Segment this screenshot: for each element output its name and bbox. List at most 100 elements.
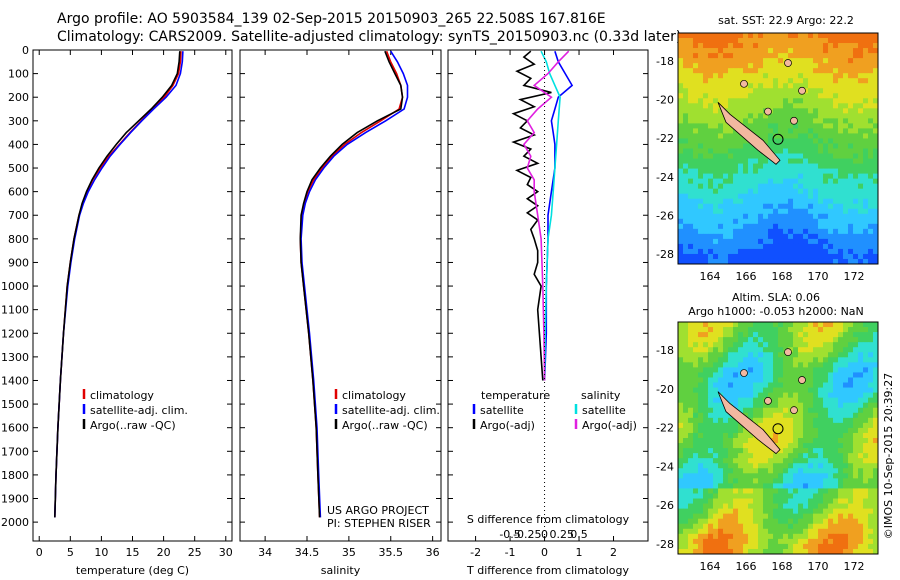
map-cell	[683, 93, 689, 99]
map-cell	[863, 123, 869, 129]
map-cell	[693, 387, 699, 394]
map-cell	[813, 93, 819, 99]
map-cell	[808, 468, 814, 474]
map-cell	[838, 193, 844, 200]
map-cell	[688, 53, 694, 59]
map-cell	[703, 93, 709, 99]
y-tick-label: 400	[8, 138, 29, 151]
map-cell	[803, 322, 809, 328]
map-cell	[788, 463, 794, 469]
map-cell	[708, 73, 714, 79]
map-cell	[728, 518, 734, 525]
map-cell	[693, 203, 699, 210]
map-cell	[853, 488, 859, 494]
map-cell	[678, 98, 684, 104]
map-cell	[843, 108, 849, 114]
map-cell	[723, 463, 729, 469]
map-cell	[773, 68, 779, 74]
map-cell	[838, 357, 844, 363]
map-cell	[758, 163, 764, 169]
map-cell	[838, 337, 844, 343]
map-cell	[793, 372, 799, 378]
map-cell	[743, 347, 749, 353]
map-cell	[803, 123, 809, 129]
map-cell	[813, 458, 819, 464]
map-cell	[698, 58, 704, 64]
map-cell	[793, 123, 799, 129]
map-cell	[693, 362, 699, 368]
map-cell	[733, 103, 739, 109]
map-cell	[868, 128, 874, 134]
map-cell	[778, 48, 784, 54]
map-cell	[703, 103, 709, 109]
map-cell	[798, 342, 804, 348]
map-cell	[703, 528, 709, 535]
map-cell	[808, 347, 814, 353]
map-cell	[808, 228, 814, 235]
map-cell	[828, 108, 834, 114]
map-cell	[698, 523, 704, 530]
x-tick-label: 36	[426, 546, 440, 559]
map-cell	[708, 538, 714, 545]
map-cell	[793, 203, 799, 210]
map-cell	[798, 362, 804, 368]
map-cell	[873, 78, 879, 84]
map-cell	[713, 478, 719, 484]
map-cell	[708, 233, 714, 240]
map-cell	[823, 392, 829, 399]
map-cell	[773, 143, 779, 149]
map-cell	[698, 458, 704, 464]
map-cell	[693, 443, 699, 449]
map-cell	[833, 63, 839, 69]
map-cell	[758, 178, 764, 185]
map-cell	[778, 322, 784, 328]
map-cell	[698, 453, 704, 459]
map-cell	[718, 337, 724, 343]
map-cell	[803, 63, 809, 69]
map-cell	[743, 427, 749, 434]
map-cell	[768, 322, 774, 328]
map-cell	[838, 173, 844, 180]
map-cell	[768, 503, 774, 510]
map-cell	[858, 523, 864, 530]
map-cell	[698, 503, 704, 510]
map-cell	[718, 133, 724, 139]
map-cell	[743, 523, 749, 530]
map-cell	[703, 448, 709, 454]
map-cell	[863, 48, 869, 54]
map-cell	[818, 382, 824, 388]
map-cell	[763, 43, 769, 49]
map-cell	[723, 483, 729, 489]
map-cell	[753, 223, 759, 230]
map-cell	[758, 382, 764, 388]
map-cell	[678, 538, 684, 545]
map-cell	[833, 138, 839, 144]
map-cell	[698, 347, 704, 353]
map-cell	[868, 488, 874, 494]
map-cell	[788, 548, 794, 555]
map-cell	[728, 133, 734, 139]
map-cell	[858, 193, 864, 200]
map-cell	[853, 178, 859, 185]
map-cell	[873, 538, 879, 545]
map-cell	[688, 352, 694, 358]
map-cell	[813, 153, 819, 159]
map-cell	[788, 518, 794, 525]
map-cell	[823, 193, 829, 200]
map-cell	[758, 513, 764, 520]
map-cell	[808, 253, 814, 260]
map-cell	[703, 78, 709, 84]
map-cell	[683, 73, 689, 79]
map-cell	[748, 38, 754, 44]
map-cell	[733, 548, 739, 555]
map-cell	[703, 427, 709, 434]
map-cell	[768, 518, 774, 525]
map-cell	[708, 432, 714, 439]
map-cell	[828, 33, 834, 39]
map-cell	[873, 108, 879, 114]
map-cell	[788, 387, 794, 394]
map-cell	[783, 123, 789, 129]
map-cell	[733, 218, 739, 225]
map-cell	[848, 88, 854, 94]
